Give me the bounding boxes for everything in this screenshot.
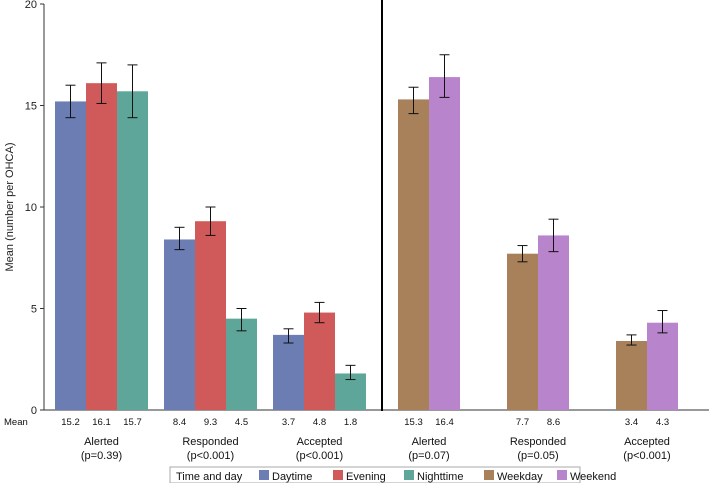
axes: 0 5 10 15 20 Mean (number per OHCA) bbox=[4, 0, 709, 417]
y-tick-label: 20 bbox=[25, 0, 37, 11]
category-label: Alerted bbox=[412, 436, 447, 448]
legend-label-nighttime: Nighttime bbox=[417, 471, 463, 483]
mean-value-label: 1.8 bbox=[344, 417, 357, 428]
bar-nighttime bbox=[117, 91, 148, 410]
mean-value-label: 16.4 bbox=[435, 417, 454, 428]
p-value-label: (p<0.001) bbox=[187, 450, 234, 462]
legend-box bbox=[169, 466, 581, 483]
category-label: Responded bbox=[510, 436, 566, 448]
mean-value-label: 16.1 bbox=[92, 417, 111, 428]
bar-weekend bbox=[429, 77, 460, 410]
legend: Time and day Daytime Evening Nighttime Weekd… bbox=[169, 466, 616, 483]
mean-value-label: 9.3 bbox=[204, 417, 217, 428]
legend-label-daytime: Daytime bbox=[272, 471, 312, 483]
p-value-label: (p=0.07) bbox=[408, 450, 449, 462]
mean-value-label: 7.7 bbox=[516, 417, 529, 428]
category-label: Responded bbox=[182, 436, 238, 448]
mean-value-label: 15.3 bbox=[404, 417, 423, 428]
bar-weekend bbox=[647, 322, 678, 410]
bar-nighttime bbox=[226, 318, 257, 410]
bar-weekday bbox=[507, 253, 538, 410]
y-tick-label: 15 bbox=[25, 101, 37, 113]
p-value-label: (p=0.05) bbox=[517, 450, 558, 462]
bar-weekday bbox=[398, 99, 429, 410]
y-tick-label: 0 bbox=[31, 405, 37, 417]
p-value-label: (p<0.001) bbox=[296, 450, 343, 462]
legend-label-weekend: Weekend bbox=[570, 471, 616, 483]
p-value-label: (p<0.001) bbox=[623, 450, 670, 462]
labels: Mean 15.2 16.1 15.7 Alerted (p=0.39) 8.4 9.3 4.5… bbox=[4, 417, 671, 462]
legend-swatch-daytime bbox=[259, 470, 269, 480]
legend-title: Time and day bbox=[176, 471, 243, 483]
category-label: Accepted bbox=[297, 436, 343, 448]
bar-daytime bbox=[273, 334, 304, 410]
mean-value-label: 3.7 bbox=[282, 417, 295, 428]
bar-evening bbox=[195, 221, 226, 410]
legend-swatch-evening bbox=[333, 470, 343, 480]
mean-value-label: 15.7 bbox=[123, 417, 142, 428]
legend-label-evening: Evening bbox=[346, 471, 386, 483]
legend-swatch-nighttime bbox=[404, 470, 414, 480]
bar-daytime bbox=[55, 101, 86, 410]
mean-value-label: 4.8 bbox=[313, 417, 326, 428]
mean-value-label: 8.4 bbox=[173, 417, 186, 428]
bar-daytime bbox=[164, 239, 195, 410]
mean-value-label: 4.5 bbox=[235, 417, 248, 428]
mean-value-label: 4.3 bbox=[656, 417, 669, 428]
bar-weekday bbox=[616, 340, 647, 410]
p-value-label: (p=0.39) bbox=[81, 450, 122, 462]
mean-row-label: Mean bbox=[4, 417, 28, 428]
bar-weekend bbox=[538, 235, 569, 410]
mean-value-label: 3.4 bbox=[625, 417, 638, 428]
mean-value-label: 8.6 bbox=[547, 417, 560, 428]
category-label: Accepted bbox=[624, 436, 670, 448]
bar-evening bbox=[304, 312, 335, 410]
y-tick-label: 10 bbox=[25, 202, 37, 214]
bar-evening bbox=[86, 83, 117, 411]
y-axis-label: Mean (number per OHCA) bbox=[4, 143, 16, 272]
category-label: Alerted bbox=[84, 436, 119, 448]
mean-value-label: 15.2 bbox=[61, 417, 80, 428]
legend-label-weekday: Weekday bbox=[497, 471, 543, 483]
legend-swatch-weekend bbox=[557, 470, 567, 480]
legend-swatch-weekday bbox=[484, 470, 494, 480]
y-tick-label: 5 bbox=[31, 304, 37, 316]
bars bbox=[55, 54, 678, 411]
